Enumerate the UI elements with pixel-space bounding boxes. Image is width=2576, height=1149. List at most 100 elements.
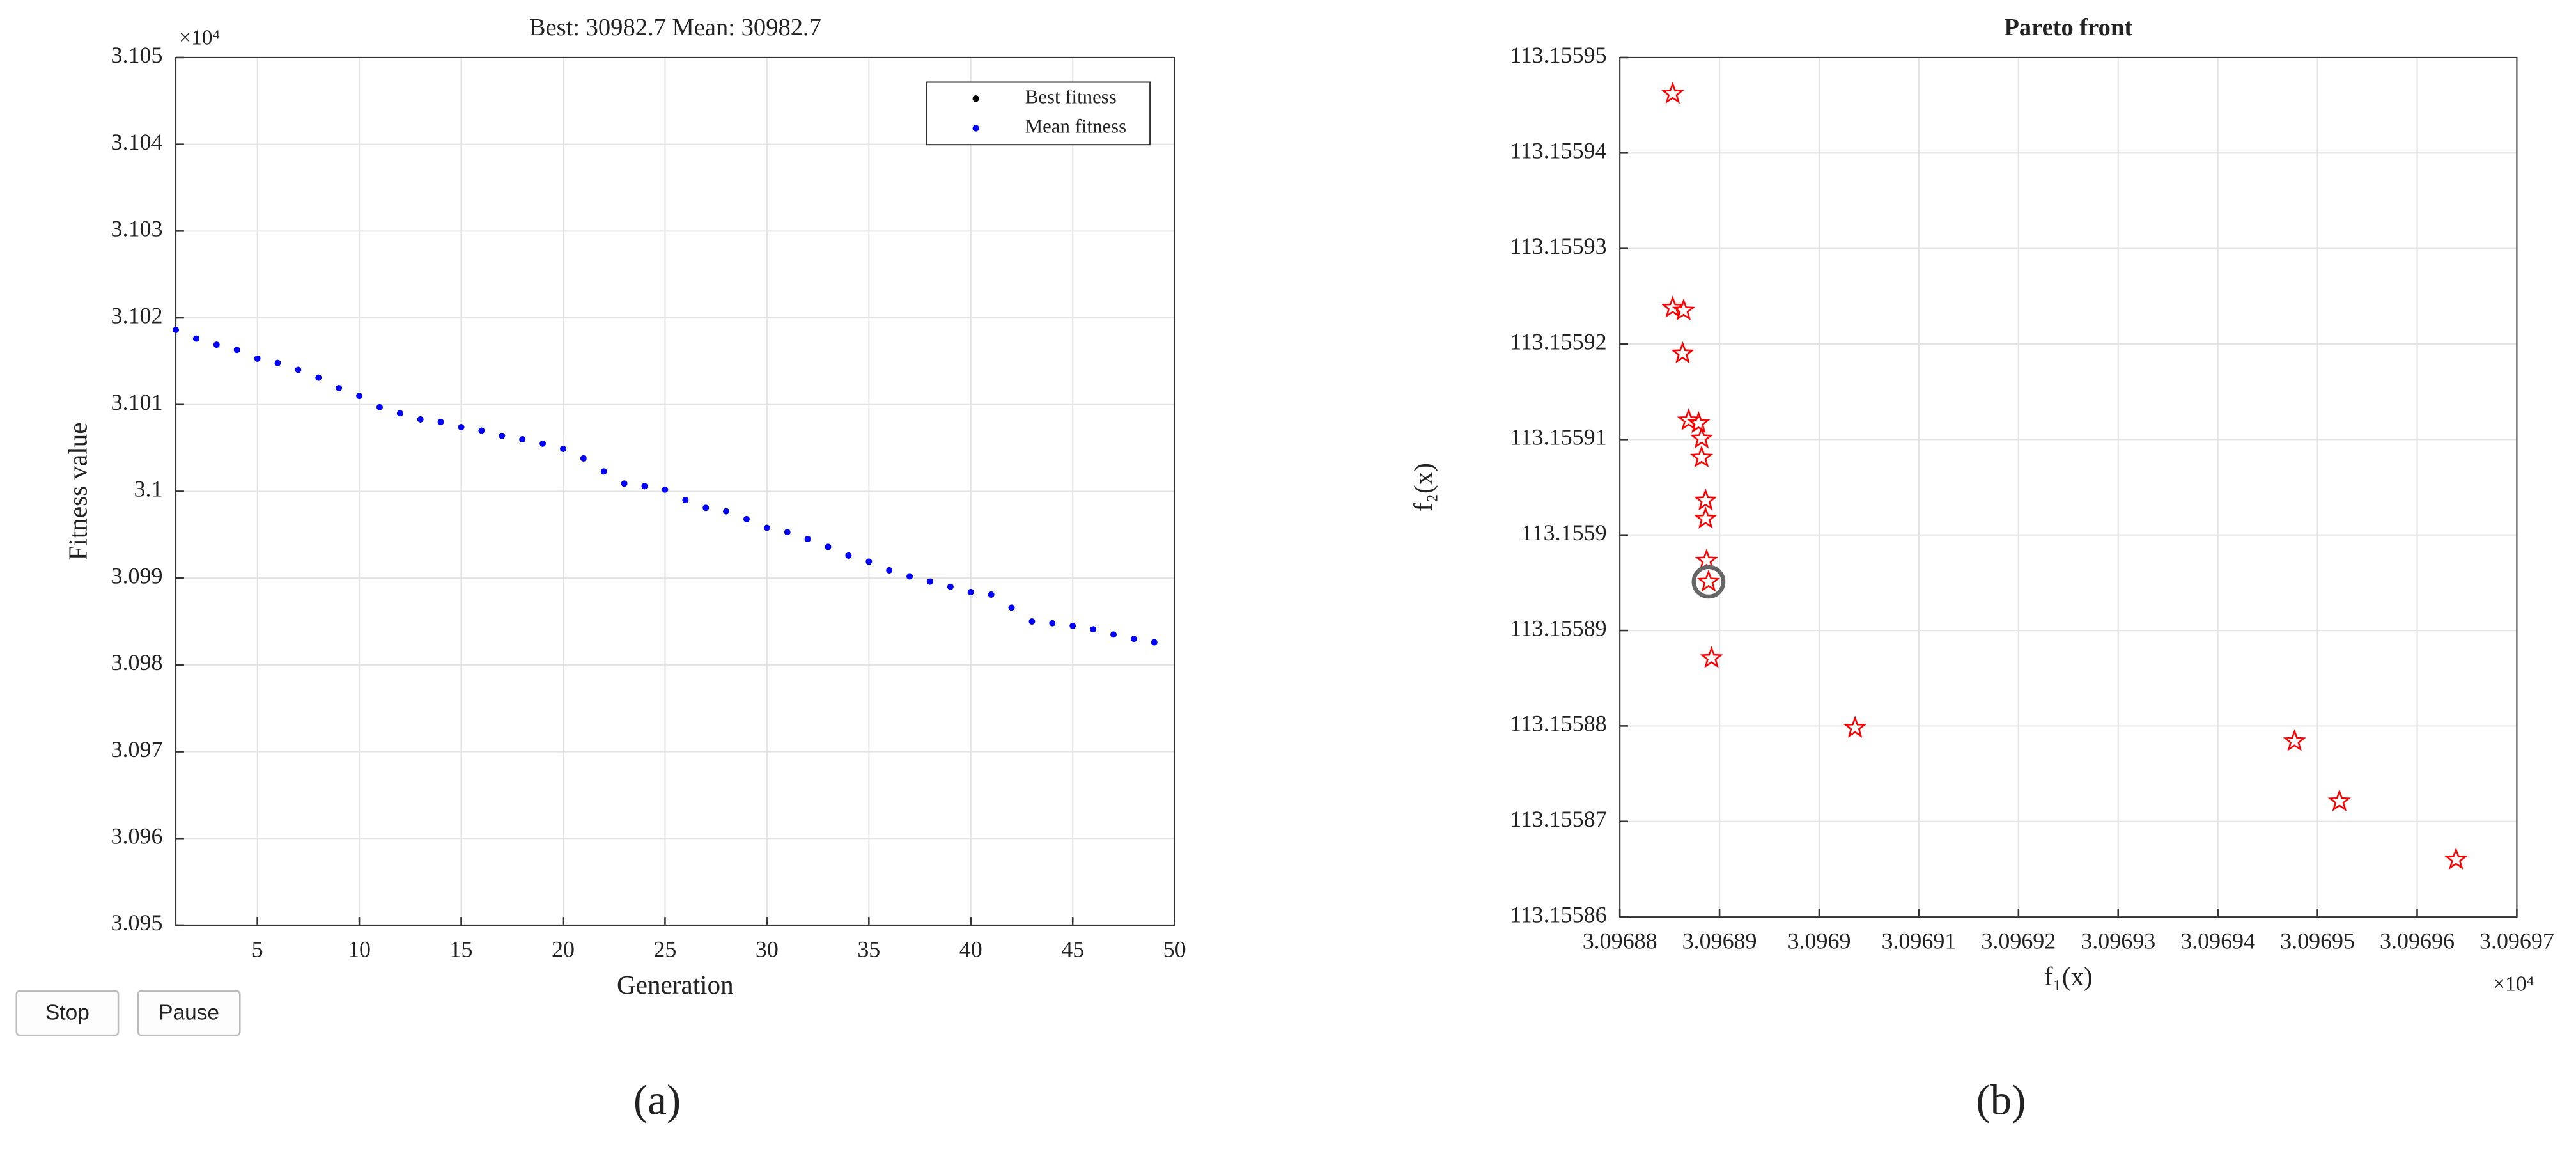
- y-axis-label: Fitness value: [63, 423, 92, 561]
- data-point: [1843, 715, 1867, 738]
- x-tick-label: 10: [348, 936, 371, 962]
- y-tick-label: 3.101: [111, 389, 163, 415]
- highlight-ring: [1691, 565, 1726, 599]
- data-point: [1695, 548, 1718, 571]
- data-point: [213, 341, 220, 348]
- x-tick-label: 5: [252, 936, 263, 962]
- data-point: [1110, 631, 1117, 638]
- y-tick-label: 3.105: [111, 42, 163, 68]
- y-tick-label: 113.15592: [1510, 329, 1607, 354]
- data-point: [396, 410, 403, 417]
- data-point: [376, 403, 383, 410]
- data-point: [600, 468, 607, 475]
- data-point: [1049, 620, 1056, 627]
- data-point: [580, 455, 587, 462]
- data-point: [254, 355, 261, 362]
- data-point: [1672, 298, 1696, 321]
- x-tick-label: 3.09692: [1981, 928, 2056, 953]
- x-tick-label: 35: [857, 936, 880, 962]
- x-tick-label: 3.09691: [1881, 928, 1956, 953]
- axis-multiplier: ×10⁴: [2493, 973, 2534, 996]
- data-point: [1694, 488, 1718, 511]
- data-point: [682, 497, 689, 503]
- data-point: [2444, 847, 2468, 870]
- button-label[interactable]: Stop: [45, 1001, 89, 1025]
- data-point: [1090, 626, 1096, 633]
- data-point: [519, 436, 526, 442]
- y-tick-label: 3.103: [111, 216, 163, 242]
- y-tick-label: 113.15587: [1510, 806, 1607, 832]
- data-point: [967, 588, 974, 595]
- data-point: [233, 347, 240, 354]
- x-tick-label: 3.09695: [2280, 928, 2355, 953]
- data-point: [478, 427, 485, 434]
- button-frame[interactable]: [137, 990, 241, 1036]
- y-tick-label: 3.104: [111, 129, 163, 155]
- axis-multiplier: ×10⁴: [179, 26, 220, 49]
- x-tick-label: 25: [653, 936, 676, 962]
- y-axis-label: f₂(x): [1408, 463, 1438, 512]
- chart-title: Pareto front: [2004, 14, 2132, 41]
- legend-box: [926, 81, 1151, 146]
- data-point: [784, 529, 791, 536]
- panel-label: (b): [1976, 1076, 2026, 1123]
- pause-button[interactable]: Pause: [137, 990, 241, 1036]
- data-point: [173, 327, 179, 333]
- data-point: [804, 536, 811, 542]
- y-tick-label: 113.15593: [1510, 233, 1607, 259]
- x-tick-label: 20: [552, 936, 575, 962]
- y-tick-label: 3.098: [111, 650, 163, 675]
- data-point: [458, 424, 465, 430]
- y-tick-label: 113.15589: [1510, 615, 1607, 641]
- data-point: [927, 578, 933, 585]
- y-tick-label: 3.102: [111, 302, 163, 328]
- x-tick-label: 3.09694: [2180, 928, 2255, 953]
- legend-marker: [972, 125, 979, 132]
- y-tick-label: 3.097: [111, 737, 163, 762]
- data-point: [2283, 729, 2306, 751]
- data-point: [947, 583, 954, 590]
- y-tick-label: 113.15591: [1510, 425, 1607, 450]
- stop-button[interactable]: Stop: [15, 990, 120, 1036]
- plot-frame: [1619, 56, 2518, 918]
- y-tick-label: 3.1: [134, 476, 163, 502]
- data-point: [1694, 506, 1718, 529]
- x-tick-label: 3.09693: [2081, 928, 2155, 953]
- data-point: [560, 446, 566, 452]
- data-point: [1677, 408, 1700, 430]
- x-axis-label: f₁(x): [2044, 962, 2093, 992]
- data-point: [743, 515, 750, 522]
- data-point: [1689, 426, 1714, 449]
- data-point: [193, 335, 199, 342]
- data-point: [825, 543, 832, 551]
- data-point: [336, 385, 343, 391]
- data-point: [886, 567, 893, 574]
- data-point: [356, 393, 362, 400]
- legend-label: Best fitness: [1025, 86, 1117, 107]
- x-tick-label: 50: [1163, 936, 1186, 962]
- x-tick-label: 3.09688: [1583, 928, 1657, 953]
- button-frame[interactable]: [15, 990, 120, 1036]
- data-point: [988, 591, 995, 598]
- y-tick-label: 113.15588: [1510, 711, 1607, 737]
- data-point: [1028, 618, 1036, 625]
- y-tick-label: 113.1559: [1521, 520, 1607, 545]
- button-label[interactable]: Pause: [159, 1001, 219, 1025]
- data-point: [1008, 604, 1015, 611]
- data-point: [1151, 639, 1158, 646]
- data-point: [865, 558, 873, 565]
- data-point: [1069, 622, 1076, 629]
- data-point: [437, 419, 444, 425]
- x-tick-label: 3.09697: [2479, 928, 2554, 953]
- plot-area: [1620, 57, 2517, 918]
- y-tick-label: 113.15594: [1510, 138, 1607, 164]
- data-point: [1700, 646, 1723, 668]
- data-point: [2327, 789, 2352, 811]
- data-point: [274, 359, 281, 366]
- data-point: [1661, 295, 1684, 318]
- x-tick-label: 3.09696: [2380, 928, 2455, 953]
- data-point: [1131, 636, 1137, 643]
- panel-label: (a): [633, 1076, 681, 1123]
- data-point: [662, 486, 669, 493]
